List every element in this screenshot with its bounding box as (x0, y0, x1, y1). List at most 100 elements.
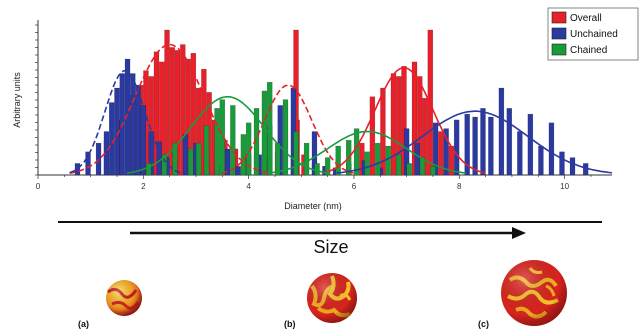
size-arrow (130, 227, 526, 239)
bar-unchained (488, 116, 494, 176)
bar-unchained (135, 84, 141, 176)
bar-overall (201, 68, 207, 176)
bar-unchained (453, 119, 460, 176)
bar-chained (195, 142, 202, 176)
bar-unchained (443, 128, 449, 176)
fit-curve-overall (69, 43, 268, 174)
fit-curves (69, 43, 613, 174)
bar-unchained (432, 122, 439, 176)
bar-chained (188, 148, 194, 176)
bar-chained (314, 163, 320, 176)
bar-unchained (311, 131, 318, 176)
bar-overall (169, 47, 175, 176)
bar-overall (411, 61, 418, 176)
bar-chained (385, 145, 391, 176)
bar-unchained (85, 151, 91, 176)
bar-unchained (277, 105, 283, 176)
bar-chained (172, 142, 178, 176)
fit-curve-unchained (336, 110, 613, 174)
bar-chained (240, 134, 247, 176)
legend-label-unchained: Unchained (570, 29, 618, 40)
bar-series-chained (145, 81, 436, 176)
bar-unchained (498, 87, 505, 176)
y-axis-label: Arbitrary units (12, 72, 22, 128)
bar-unchained (480, 108, 486, 176)
bar-chained (203, 125, 210, 176)
bar-unchained (464, 113, 470, 176)
size-label: Size (313, 237, 348, 257)
bar-overall (390, 73, 397, 176)
bar-chained (274, 142, 281, 176)
bar-unchained (109, 102, 115, 176)
bar-unchained (569, 157, 576, 176)
bar-unchained (517, 131, 523, 176)
bar-unchained (472, 116, 478, 176)
plot-area: 0 2 4 6 8 10 (35, 20, 613, 191)
arrow-head-icon (512, 227, 526, 239)
x-tick-label: 10 (560, 182, 569, 191)
bar-unchained (140, 105, 147, 176)
bar-unchained (414, 142, 420, 176)
bar-chained (419, 157, 426, 176)
bar-unchained (559, 151, 565, 176)
bar-unchained (506, 108, 513, 176)
bar-unchained (224, 148, 231, 176)
bar-overall (153, 51, 160, 176)
fit-curve-chained (126, 95, 329, 174)
legend-label-chained: Chained (570, 45, 607, 56)
bar-unchained (156, 141, 162, 176)
fit-curve-chained (267, 130, 466, 174)
bar-chained (335, 145, 341, 176)
particle-b (307, 273, 357, 323)
bar-overall (174, 50, 181, 176)
legend: Overall Unchained Chained (547, 7, 639, 61)
x-tick-label: 4 (246, 182, 251, 191)
bar-chained (430, 166, 436, 176)
x-axis-label: Diameter (nm) (284, 201, 342, 211)
bar-overall (380, 87, 386, 176)
bar-overall (185, 58, 191, 176)
particle-a-label: (a) (78, 319, 89, 329)
bar-overall (359, 142, 365, 176)
fit-curve-overall (221, 84, 354, 174)
bar-unchained (548, 122, 555, 176)
bar-chained (214, 108, 220, 176)
bar-unchained (124, 58, 131, 176)
bar-chained (396, 154, 402, 176)
bar-unchained (148, 131, 154, 176)
bar-chained (282, 99, 289, 176)
bar-chained (303, 142, 310, 176)
bar-overall (180, 44, 186, 176)
bar-overall (401, 66, 407, 176)
legend-swatch-unchained (551, 27, 567, 40)
bar-overall (369, 96, 376, 176)
particle-c (501, 260, 567, 326)
bar-chained (161, 154, 168, 176)
x-axis-ticks: 0 2 4 6 8 10 (36, 175, 592, 191)
particle-a (106, 280, 142, 316)
bar-unchained (74, 163, 81, 176)
y-axis-minor-ticks (35, 24, 38, 176)
bar-chained (261, 90, 268, 176)
legend-swatch-chained (551, 43, 567, 56)
bar-overall (417, 76, 423, 176)
bar-chained (364, 151, 370, 176)
legend-label-overall: Overall (570, 13, 602, 24)
x-tick-label: 2 (141, 182, 146, 191)
x-tick-label: 8 (457, 182, 462, 191)
x-tick-label: 0 (36, 182, 41, 191)
bar-overall (438, 131, 444, 176)
bar-overall (190, 53, 197, 176)
bar-chained (267, 81, 273, 176)
particle-c-label: (c) (478, 319, 489, 329)
bar-unchained (182, 134, 189, 176)
bar-unchained (538, 145, 544, 176)
bar-chained (406, 163, 412, 176)
bar-unchained (235, 166, 241, 176)
x-tick-label: 6 (352, 182, 357, 191)
legend-swatch-overall (551, 11, 567, 24)
bar-chained (353, 128, 360, 176)
bar-unchained (130, 73, 136, 176)
particle-b-label: (b) (284, 319, 296, 329)
